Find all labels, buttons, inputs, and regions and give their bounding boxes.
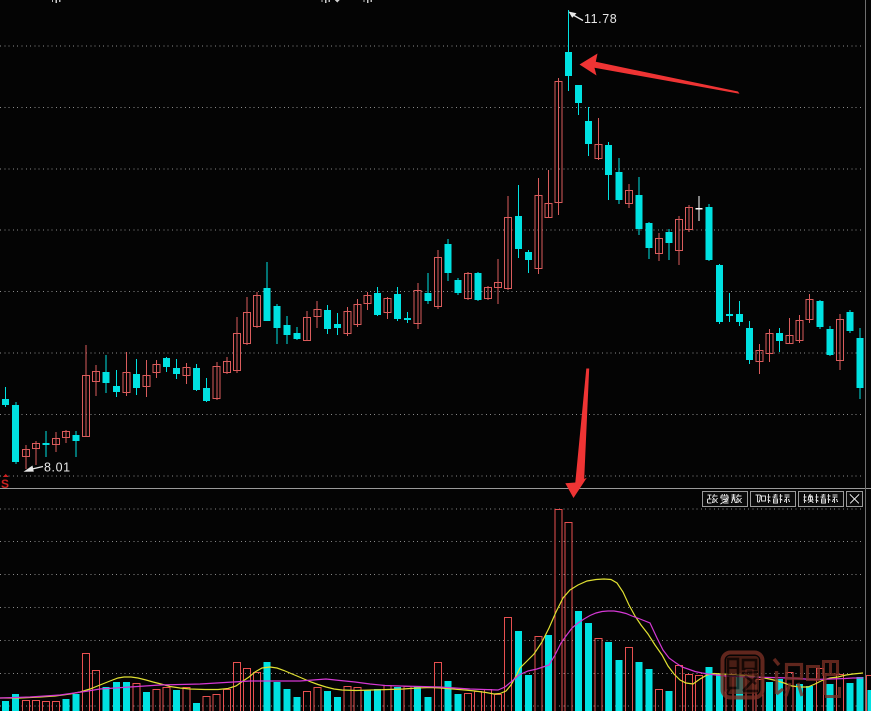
svg-text:11.78: 11.78 (584, 12, 617, 26)
svg-text:8.01: 8.01 (44, 461, 71, 475)
svg-text:S: S (1, 477, 9, 491)
